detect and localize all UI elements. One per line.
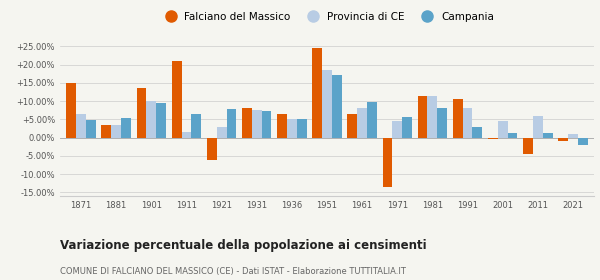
Bar bbox=[402, 116, 412, 138]
Bar bbox=[392, 121, 402, 138]
Legend: Falciano del Massico, Provincia di CE, Campania: Falciano del Massico, Provincia di CE, C… bbox=[158, 10, 496, 24]
Bar bbox=[67, 83, 76, 138]
Bar bbox=[86, 120, 96, 138]
Bar bbox=[543, 133, 553, 138]
Bar bbox=[523, 138, 533, 154]
Bar bbox=[101, 125, 111, 138]
Bar bbox=[463, 108, 472, 138]
Bar bbox=[568, 134, 578, 138]
Bar bbox=[242, 108, 252, 138]
Bar bbox=[357, 108, 367, 138]
Bar bbox=[277, 114, 287, 138]
Bar bbox=[207, 138, 217, 160]
Bar bbox=[262, 111, 271, 138]
Bar bbox=[297, 119, 307, 138]
Bar bbox=[156, 103, 166, 138]
Bar bbox=[172, 61, 182, 138]
Bar bbox=[322, 70, 332, 138]
Bar bbox=[227, 109, 236, 138]
Bar bbox=[383, 138, 392, 187]
Bar bbox=[287, 120, 297, 138]
Bar bbox=[508, 133, 517, 138]
Bar bbox=[332, 75, 342, 138]
Bar bbox=[498, 121, 508, 138]
Bar bbox=[182, 132, 191, 138]
Bar bbox=[488, 138, 498, 139]
Bar bbox=[578, 138, 587, 145]
Bar bbox=[217, 127, 227, 138]
Bar bbox=[252, 110, 262, 138]
Bar bbox=[312, 48, 322, 138]
Bar bbox=[437, 108, 447, 138]
Bar bbox=[367, 102, 377, 138]
Text: Variazione percentuale della popolazione ai censimenti: Variazione percentuale della popolazione… bbox=[60, 239, 427, 252]
Bar bbox=[137, 88, 146, 138]
Bar bbox=[191, 114, 201, 138]
Bar bbox=[111, 125, 121, 138]
Bar bbox=[76, 114, 86, 138]
Bar bbox=[453, 99, 463, 138]
Bar bbox=[418, 96, 427, 138]
Bar bbox=[427, 96, 437, 138]
Bar bbox=[121, 118, 131, 138]
Bar bbox=[146, 101, 156, 138]
Bar bbox=[347, 114, 357, 138]
Bar bbox=[533, 116, 543, 138]
Bar bbox=[472, 127, 482, 138]
Text: COMUNE DI FALCIANO DEL MASSICO (CE) - Dati ISTAT - Elaborazione TUTTITALIA.IT: COMUNE DI FALCIANO DEL MASSICO (CE) - Da… bbox=[60, 267, 406, 276]
Bar bbox=[558, 138, 568, 141]
